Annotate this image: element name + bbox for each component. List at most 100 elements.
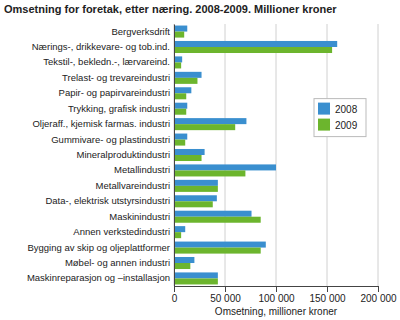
tick-label: 200 000 <box>360 293 397 304</box>
category-label: Tekstil-, bekledn.-, lærvareind. <box>43 56 170 67</box>
tick: Maskinreparasjon og –installasjon <box>27 272 174 283</box>
bar <box>174 272 218 278</box>
x-axis: 0 50 000 100 000 150 000 200 000 <box>172 286 397 304</box>
legend-label: 2009 <box>335 120 358 131</box>
tick-mark <box>174 286 175 292</box>
bar <box>174 195 217 201</box>
bar <box>174 211 252 217</box>
tick: Maskinindustri <box>109 211 174 222</box>
category-label: Nærings-, drikkevare- og tob.ind. <box>32 41 170 52</box>
bar <box>174 93 186 99</box>
bar <box>174 278 218 284</box>
series <box>174 32 332 285</box>
tick-label: 100 000 <box>258 293 295 304</box>
legend-box <box>314 99 366 137</box>
tick: Bergverksdrift <box>111 26 174 37</box>
tick: Nærings-, drikkevare- og tob.ind. <box>32 41 174 52</box>
category-label: Papir- og papirvareindustri <box>59 87 170 98</box>
tick: 150 000 <box>309 286 346 304</box>
bar <box>174 47 332 53</box>
legend-label: 2008 <box>335 104 358 115</box>
tick-mark <box>327 286 328 292</box>
tick: Metallvareindustri <box>96 180 174 191</box>
tick-mark <box>276 286 277 292</box>
legend-swatch <box>318 103 330 115</box>
title: Omsetning for foretak, etter næring. 200… <box>4 3 337 15</box>
tick: Trykking, grafisk industri <box>68 103 174 114</box>
legend-item: 2008 <box>318 103 358 115</box>
category-label: Metallindustri <box>114 164 170 175</box>
bar <box>174 149 205 155</box>
bar <box>174 232 181 238</box>
category-label: Annen verkstedindustri <box>73 226 170 237</box>
tick-mark <box>225 286 226 292</box>
bar <box>174 242 266 248</box>
tick: 50 000 <box>210 286 241 304</box>
x-axis-title: Omsetning, millioner kroner <box>215 306 338 317</box>
tick: Trelast- og trevareindustri <box>62 72 174 83</box>
category-label: Møbel- og annen industri <box>65 257 170 268</box>
category-label: Oljeraff., kjemisk farmas. industri <box>32 118 170 129</box>
tick: Annen verkstedindustri <box>73 226 174 237</box>
tick: Data-, elektrisk utstyrsindustri <box>45 195 174 206</box>
category-label: Data-, elektrisk utstyrsindustri <box>45 195 170 206</box>
bar <box>174 124 235 130</box>
tick: Tekstil-, bekledn.-, lærvareind. <box>43 56 174 67</box>
tick-mark <box>378 286 379 292</box>
tick: Oljeraff., kjemisk farmas. industri <box>32 118 174 129</box>
tick: 100 000 <box>258 286 295 304</box>
bar <box>174 78 197 84</box>
tick: Mineralproduktindustri <box>77 149 174 160</box>
category-label: Maskinindustri <box>109 211 170 222</box>
category-label: Maskinreparasjon og –installasjon <box>27 272 170 283</box>
bar <box>174 248 261 254</box>
tick: Møbel- og annen industri <box>65 257 174 268</box>
axis-line <box>174 25 175 287</box>
tick-label: 0 <box>172 293 178 304</box>
legend: 2008 2009 <box>314 99 366 137</box>
category-label: Trelast- og trevareindustri <box>62 72 170 83</box>
grid-line <box>327 24 328 286</box>
grid-line <box>378 24 379 286</box>
category-label: Metallvareindustri <box>96 180 170 191</box>
bar <box>174 32 184 38</box>
tick-label: 150 000 <box>309 293 346 304</box>
category-label: Mineralproduktindustri <box>77 149 170 160</box>
bar <box>174 118 246 124</box>
bar <box>174 164 276 170</box>
tick: 0 <box>172 286 178 304</box>
bar <box>174 186 218 192</box>
tick: Metallindustri <box>114 164 174 175</box>
bar <box>174 56 182 62</box>
bar <box>174 201 213 207</box>
bar <box>174 109 186 115</box>
bar <box>174 41 337 47</box>
grid-line <box>174 24 175 286</box>
legend-item: 2009 <box>318 119 358 131</box>
bar <box>174 226 185 232</box>
tick: Bygging av skip og oljeplattformer <box>27 242 174 253</box>
bar <box>174 155 202 161</box>
y-axis: Bergverksdrift Nærings-, drikkevare- og t… <box>27 25 175 287</box>
chart: Omsetning for foretak, etter næring. 200… <box>0 0 400 320</box>
bar <box>174 87 191 93</box>
category-label: Gummivare- og plastindustri <box>51 134 170 145</box>
bar <box>174 140 185 146</box>
bar <box>174 62 181 68</box>
grid <box>174 24 378 286</box>
bar <box>174 103 187 109</box>
grid-line <box>276 24 277 286</box>
tick-label: 50 000 <box>210 293 241 304</box>
plot: 0 50 000 100 000 150 000 200 000 Bergverksdri… <box>27 24 397 304</box>
bar <box>174 263 190 269</box>
bars <box>174 26 337 285</box>
bar <box>174 72 202 78</box>
category-label: Bygging av skip og oljeplattformer <box>27 242 170 253</box>
category-label: Bergverksdrift <box>111 26 170 37</box>
bar <box>174 134 187 140</box>
legend-swatch <box>318 119 330 131</box>
tick: 200 000 <box>360 286 397 304</box>
bar <box>174 180 218 186</box>
bar <box>174 26 187 32</box>
bar <box>174 257 194 263</box>
